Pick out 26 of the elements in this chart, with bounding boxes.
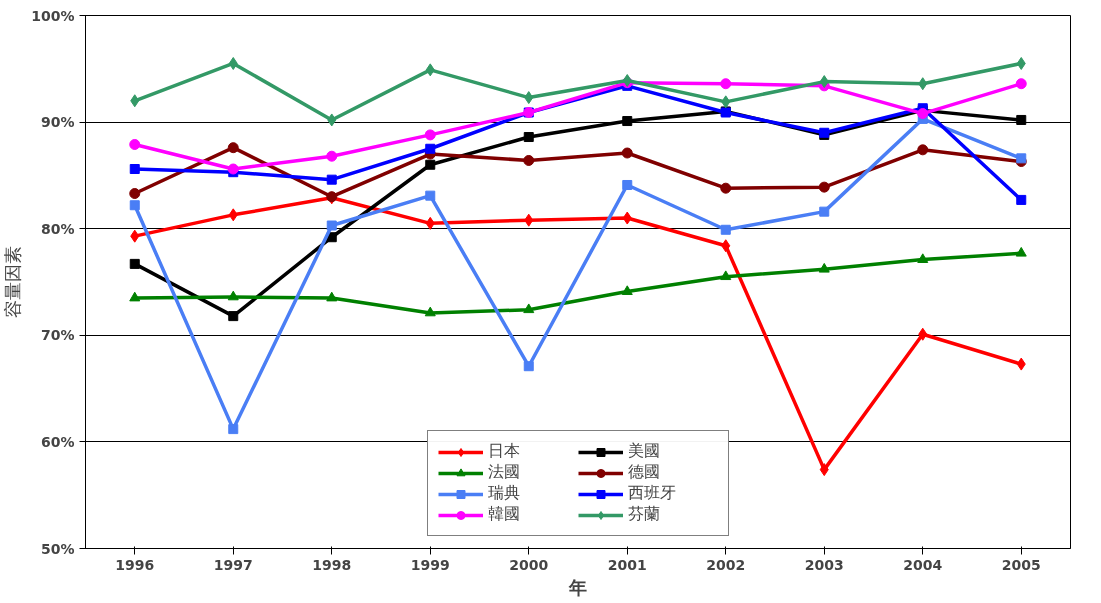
legend-label: 日本 — [487, 441, 521, 461]
y-tick-label: 60% — [40, 433, 75, 450]
legend-label: 西班牙 — [627, 483, 677, 503]
x-tick-label: 1999 — [410, 556, 450, 573]
x-tick-label: 2001 — [607, 556, 647, 573]
y-tick-label: 100% — [31, 7, 75, 24]
legend-label: 德國 — [627, 462, 661, 482]
x-tick-label: 1996 — [115, 556, 155, 573]
y-tick-label: 50% — [40, 540, 75, 557]
y-tick-label: 90% — [40, 114, 75, 131]
x-tick-label: 1997 — [213, 556, 253, 573]
x-axis-title: 年 — [568, 577, 587, 598]
x-tick-label: 2003 — [804, 556, 844, 573]
x-tick-label: 1998 — [312, 556, 352, 573]
x-tick-label: 2000 — [509, 556, 549, 573]
legend-label: 美國 — [627, 441, 661, 461]
y-tick-label: 70% — [40, 327, 75, 344]
y-axis-title: 容量因素 — [3, 246, 24, 318]
x-tick-label: 2002 — [706, 556, 746, 573]
x-tick-label: 2005 — [1001, 556, 1041, 573]
legend-label: 瑞典 — [487, 483, 521, 503]
x-tick-label: 2004 — [903, 556, 943, 573]
legend-label: 法國 — [487, 462, 521, 482]
legend-label: 韓國 — [487, 504, 521, 524]
y-tick-label: 80% — [40, 220, 75, 237]
legend-label: 芬蘭 — [627, 504, 661, 524]
